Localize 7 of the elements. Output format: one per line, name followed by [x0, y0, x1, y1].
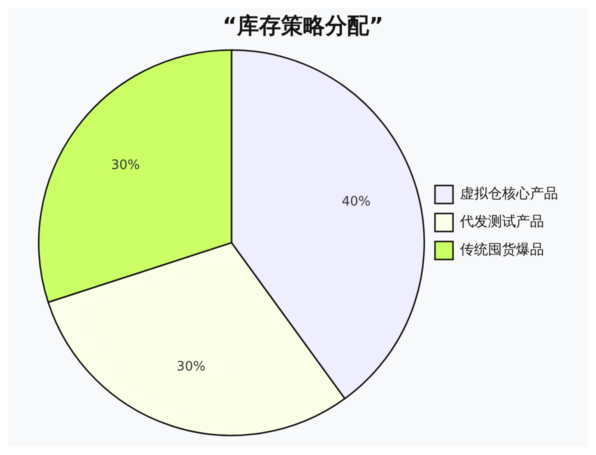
legend-label: 虚拟仓核心产品: [460, 186, 558, 202]
chart-title: “库存策略分配”: [222, 12, 384, 39]
data-label: 40%: [342, 194, 371, 210]
data-label: 30%: [176, 360, 206, 375]
legend-label: 代发测试产品: [459, 214, 544, 230]
legend-label: 传统囤货爆品: [460, 242, 544, 258]
data-label: 30%: [111, 158, 140, 174]
